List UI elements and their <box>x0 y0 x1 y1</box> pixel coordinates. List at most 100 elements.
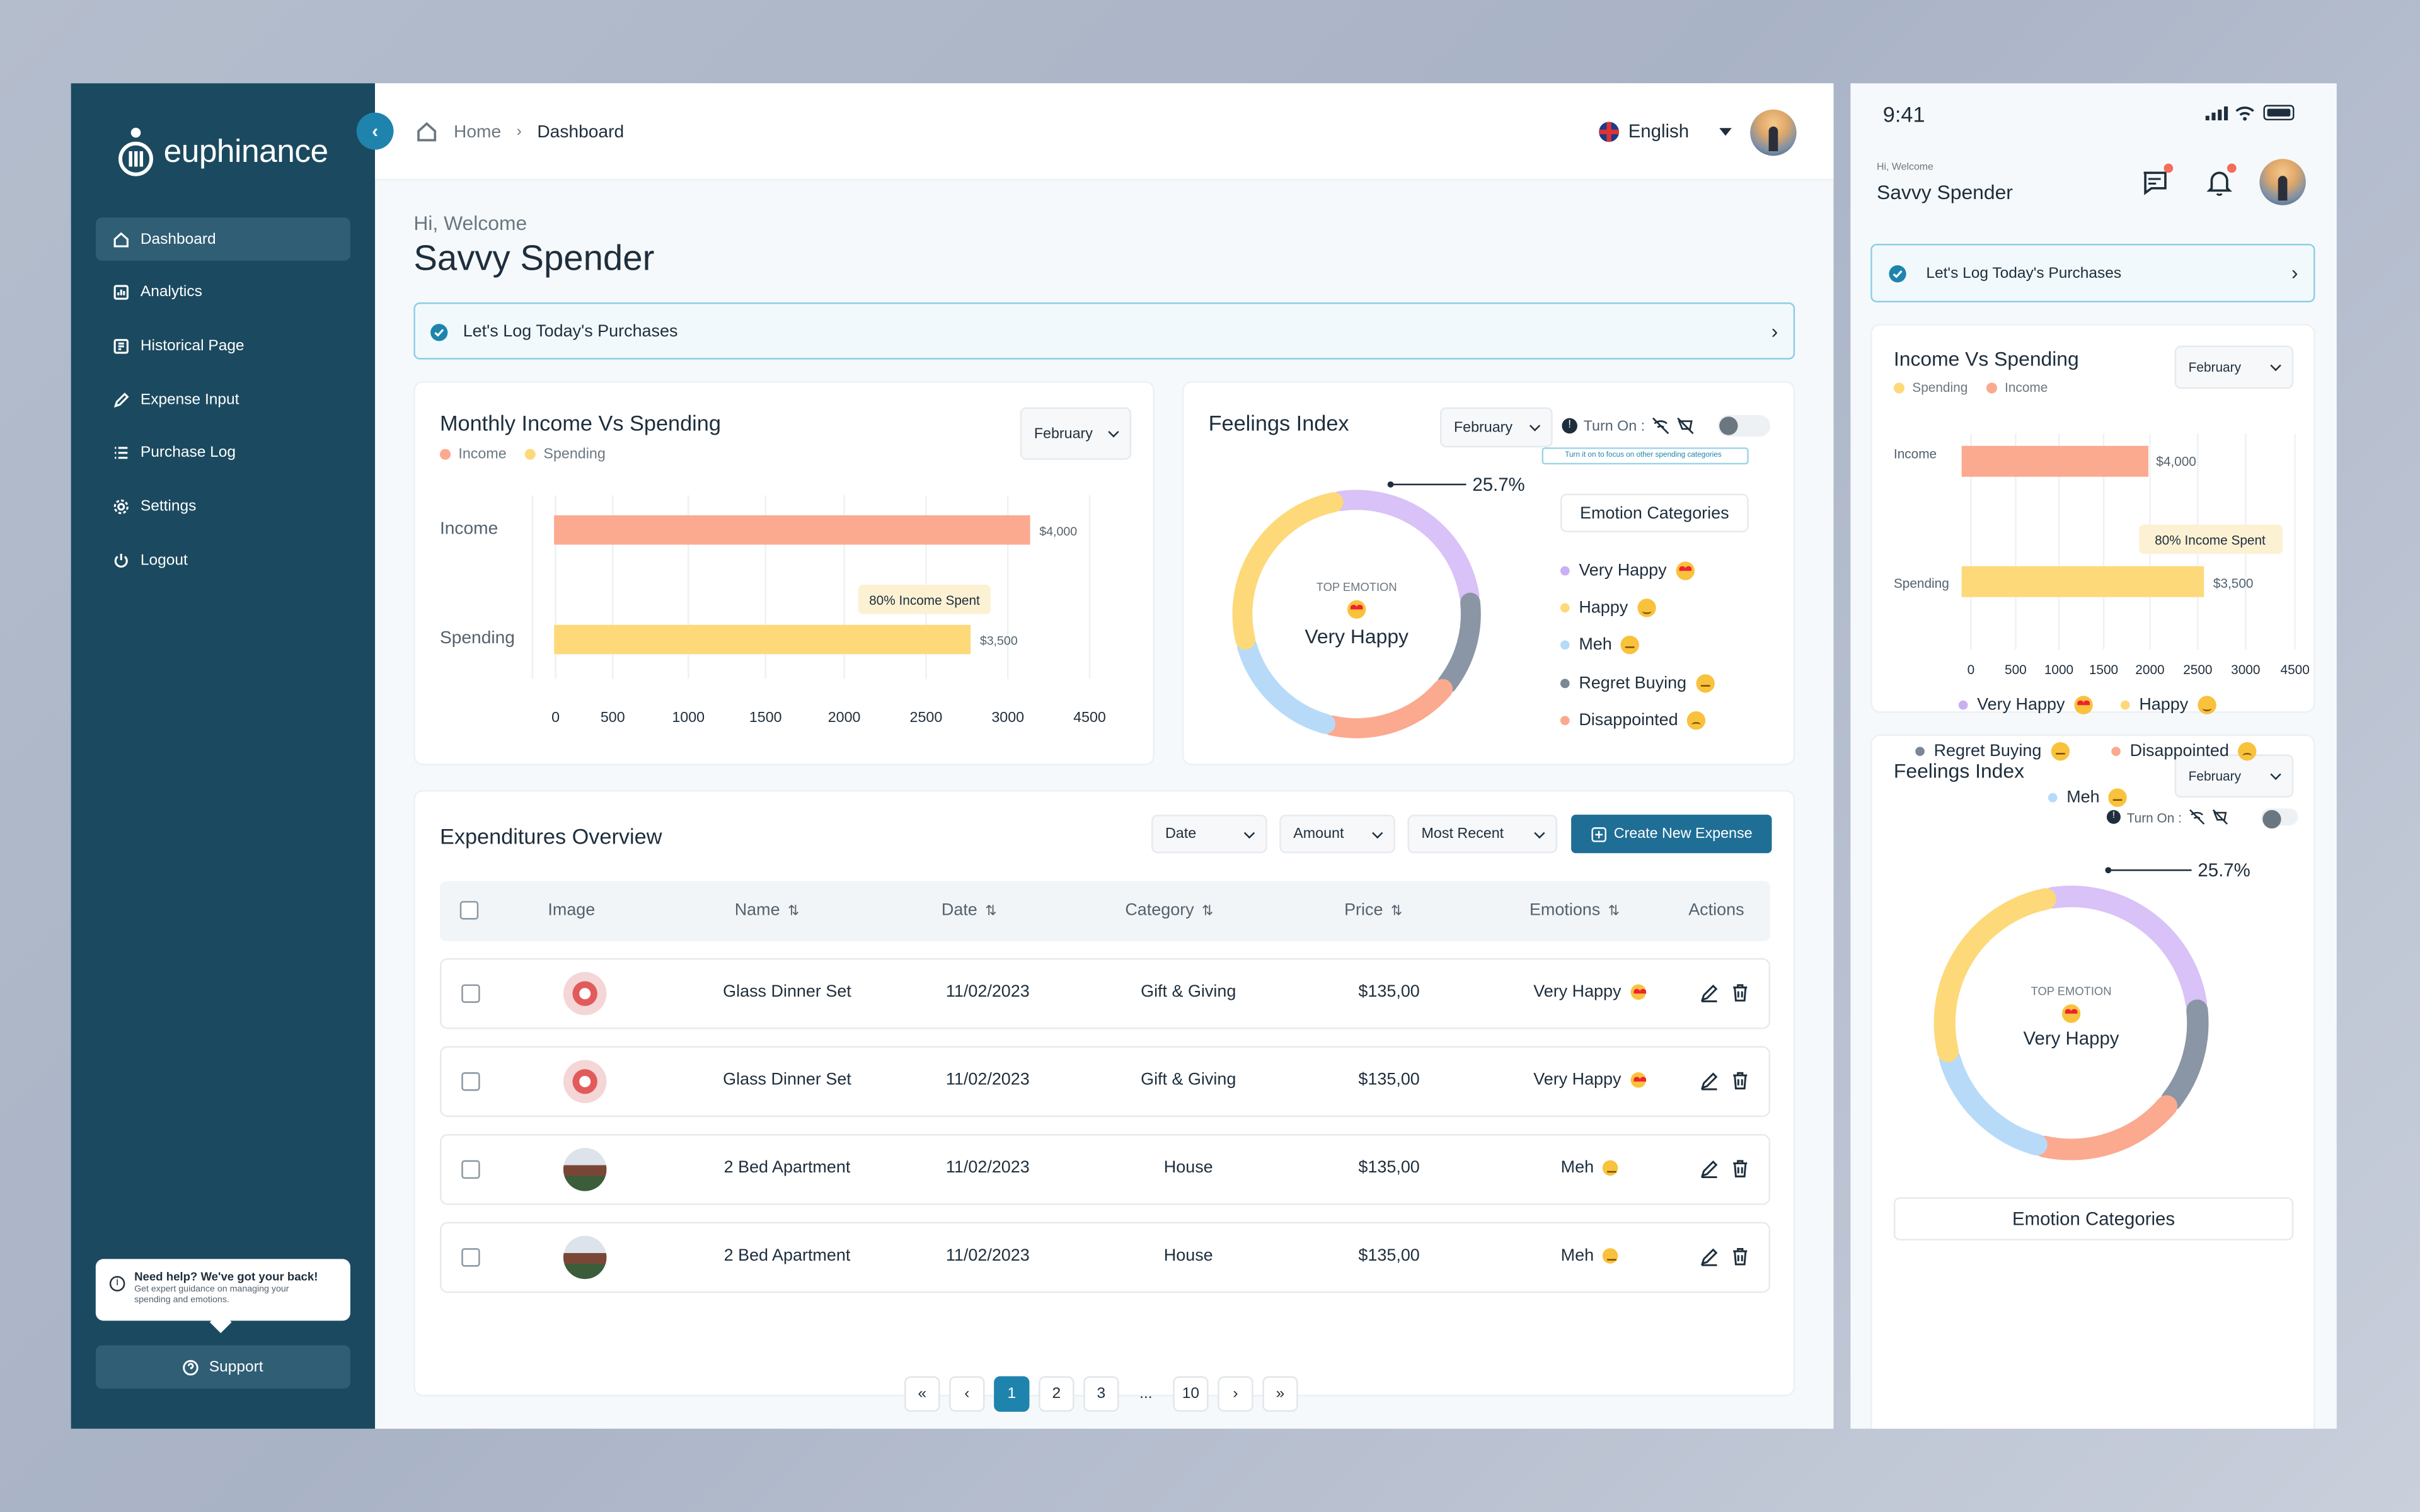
brand-logo[interactable]: euphinance <box>117 127 328 179</box>
first-page-button[interactable]: « <box>904 1376 940 1412</box>
x-tick-label: 2500 <box>910 709 943 725</box>
mobile-top-emotion-caption: TOP EMOTION <box>2031 984 2112 999</box>
sidebar-item-logout[interactable]: Logout <box>96 539 350 582</box>
house-thumbnail <box>563 1235 607 1280</box>
table-row[interactable]: Glass Dinner Set 11/02/2023 Gift & Givin… <box>439 958 1771 1029</box>
trash-icon[interactable] <box>1730 1247 1750 1267</box>
sort-icon[interactable]: ⇅ <box>787 902 800 917</box>
breadcrumb-home[interactable]: Home <box>454 122 502 142</box>
cell-emotion: Very Happy <box>1533 983 1646 1001</box>
x-tick-label: 4500 <box>1073 709 1106 725</box>
edit-icon[interactable] <box>1699 983 1719 1003</box>
donut-slice-happy[interactable] <box>1232 492 1344 650</box>
emoji-icon <box>1687 711 1706 730</box>
mobile-emotion-category-happy: Happy <box>2120 696 2216 714</box>
bar-income[interactable] <box>1961 445 2149 477</box>
sort-icon[interactable]: ⇅ <box>1608 902 1620 917</box>
page-button[interactable]: 2 <box>1039 1376 1075 1412</box>
sidebar-item-historical-page[interactable]: Historical Page <box>96 324 350 368</box>
donut-slice-very-happy[interactable] <box>2042 885 2207 1014</box>
date-filter[interactable]: Date <box>1151 815 1267 854</box>
sort-icon[interactable]: ⇅ <box>1390 902 1403 917</box>
edit-icon[interactable] <box>1699 1247 1719 1267</box>
mobile-feelings-month-select[interactable]: February <box>2174 754 2294 798</box>
table-row[interactable]: 2 Bed Apartment 11/02/2023 House $135,00… <box>439 1222 1771 1293</box>
column-header-category[interactable]: Category ⇅ <box>1125 901 1213 919</box>
chevron-right-icon: › <box>516 123 522 140</box>
cell-date: 11/02/2023 <box>945 1159 1030 1177</box>
tooltip-text: 80% Income Spent <box>869 593 980 608</box>
row-checkbox[interactable] <box>461 1160 480 1179</box>
row-checkbox[interactable] <box>461 984 480 1003</box>
select-all-checkbox[interactable] <box>459 901 479 920</box>
donut-slice-regret-buying[interactable] <box>2160 999 2209 1111</box>
category-label: Income <box>1894 447 1937 461</box>
mobile-log-banner[interactable]: Let's Log Today's Purchases › <box>1870 243 2315 303</box>
legend-dot <box>439 449 451 460</box>
column-header-date[interactable]: Date ⇅ <box>942 901 997 919</box>
column-header-name[interactable]: Name ⇅ <box>735 901 800 919</box>
sidebar-item-settings[interactable]: Settings <box>96 485 350 529</box>
language-selector[interactable]: English <box>1599 120 1732 142</box>
donut-slice-happy[interactable] <box>1933 888 2056 1062</box>
bar-spending[interactable] <box>554 624 971 655</box>
mobile-income-month-select[interactable]: February <box>2174 345 2294 389</box>
mobile-focus-toggle[interactable] <box>2261 808 2298 829</box>
table-row[interactable]: Glass Dinner Set 11/02/2023 Gift & Givin… <box>439 1046 1771 1118</box>
trash-icon[interactable] <box>1730 1071 1750 1091</box>
edit-icon[interactable] <box>1699 1071 1719 1091</box>
help-text: Get expert guidance on managing your spe… <box>134 1285 289 1305</box>
sort-icon[interactable]: ⇅ <box>985 902 997 917</box>
mobile-avatar[interactable] <box>2259 159 2306 205</box>
bell-icon[interactable] <box>2204 166 2235 197</box>
next-page-button[interactable]: › <box>1218 1376 1253 1412</box>
column-header-price[interactable]: Price ⇅ <box>1344 901 1402 919</box>
donut-slice-meh[interactable] <box>1236 636 1336 734</box>
donut-slice-regret-buying[interactable] <box>1437 592 1481 694</box>
sidebar-item-analytics[interactable]: Analytics <box>96 271 350 314</box>
legend-income: Income <box>1986 379 2048 395</box>
donut-slice-very-happy[interactable] <box>1330 490 1480 606</box>
trash-icon[interactable] <box>1730 1159 1750 1179</box>
edit-icon[interactable] <box>1699 1159 1719 1179</box>
category-label: Disappointed <box>1579 711 1678 730</box>
bar-spending[interactable] <box>1961 566 2204 597</box>
table-row[interactable]: 2 Bed Apartment 11/02/2023 House $135,00… <box>439 1134 1771 1205</box>
chat-icon[interactable] <box>2139 166 2170 197</box>
row-checkbox[interactable] <box>461 1072 480 1091</box>
bar-income[interactable] <box>554 515 1030 545</box>
prev-page-button[interactable]: ‹ <box>949 1376 985 1412</box>
donut-slice-disappointed[interactable] <box>2033 1095 2178 1160</box>
mobile-feelings-title: Feelings Index <box>1893 759 2025 782</box>
sidebar-item-label: Dashboard <box>140 231 216 248</box>
collapse-sidebar-button[interactable]: ‹ <box>356 112 394 150</box>
donut-slice-meh[interactable] <box>1939 1048 2048 1155</box>
mobile-feelings-card: Feelings Index February ! Turn On : 25.7… <box>1870 696 2315 1429</box>
pen-icon <box>113 392 129 407</box>
support-button[interactable]: Support <box>95 1345 350 1389</box>
sidebar-item-expense-input[interactable]: Expense Input <box>96 378 350 421</box>
focus-toggle[interactable] <box>1717 415 1771 437</box>
income-month-select[interactable]: February <box>1020 407 1132 460</box>
avatar[interactable] <box>1750 109 1797 156</box>
log-purchases-banner[interactable]: Let's Log Today's Purchases › <box>413 302 1795 360</box>
amount-filter[interactable]: Amount <box>1279 815 1395 854</box>
last-page-button[interactable]: » <box>1262 1376 1298 1412</box>
filter-label: Date <box>1165 825 1197 843</box>
sidebar-item-purchase-log[interactable]: Purchase Log <box>96 432 350 475</box>
home-icon[interactable] <box>415 120 439 144</box>
page-button[interactable]: 10 <box>1173 1376 1209 1412</box>
create-new-expense-button[interactable]: Create New Expense <box>1571 815 1772 854</box>
income-spent-tooltip: 80% Income Spent <box>858 585 991 614</box>
sidebar-item-dashboard[interactable]: Dashboard <box>95 217 350 261</box>
trash-icon[interactable] <box>1730 983 1750 1003</box>
column-header-emotions[interactable]: Emotions ⇅ <box>1530 901 1620 919</box>
row-checkbox[interactable] <box>461 1248 480 1267</box>
donut-slice-disappointed[interactable] <box>1322 679 1453 738</box>
expenditures-title: Expenditures Overview <box>439 823 662 849</box>
page-button[interactable]: 1 <box>994 1376 1030 1412</box>
sort-icon[interactable]: ⇅ <box>1201 902 1214 917</box>
sort-filter[interactable]: Most Recent <box>1407 815 1558 854</box>
page-button[interactable]: 3 <box>1083 1376 1119 1412</box>
feelings-month-select[interactable]: February <box>1439 407 1553 448</box>
